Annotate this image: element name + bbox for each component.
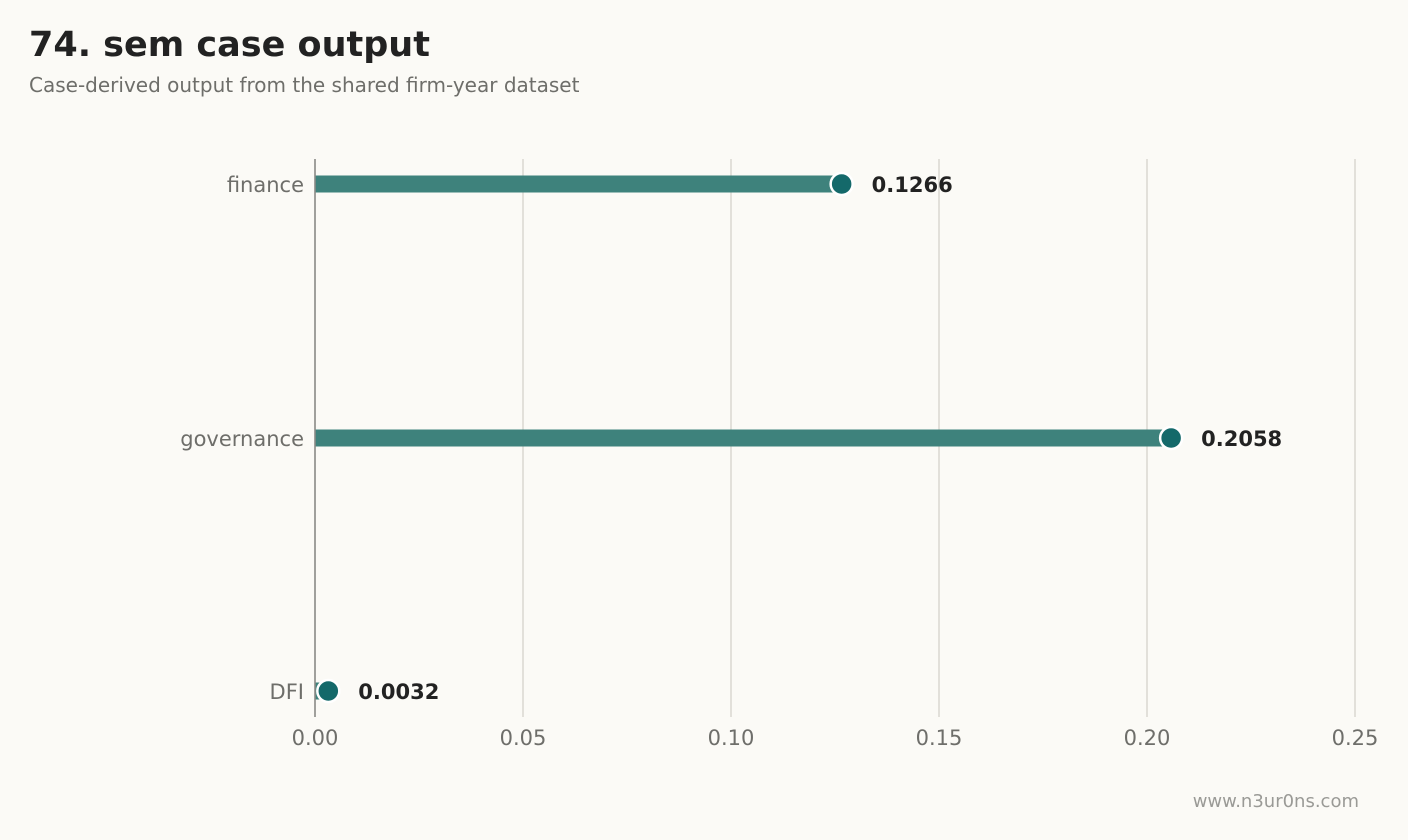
x-tick-label: 0.05	[500, 726, 547, 750]
category-label: finance	[227, 173, 304, 197]
x-tick-label: 0.15	[916, 726, 963, 750]
category-label: DFI	[270, 680, 304, 704]
labels: 0.00 0.05 0.10 0.15 0.20 0.25 finance 0.1266 gov…	[180, 173, 1378, 750]
x-tick-label: 0.20	[1124, 726, 1171, 750]
point-dfi	[316, 678, 341, 704]
x-tick-label: 0.25	[1332, 726, 1379, 750]
source-watermark: www.n3ur0ns.com	[1192, 791, 1359, 812]
value-label: 0.1266	[872, 173, 953, 197]
point-finance	[829, 171, 854, 197]
bars	[315, 171, 1184, 704]
chart-subtitle: Case-derived output from the shared firm…	[29, 73, 580, 97]
category-label: governance	[180, 427, 304, 451]
x-tick-label: 0.00	[292, 726, 339, 750]
value-label: 0.2058	[1201, 427, 1282, 451]
value-label: 0.0032	[358, 680, 439, 704]
chart-title: 74. sem case output	[29, 25, 430, 65]
point-governance	[1158, 425, 1184, 451]
x-tick-label: 0.10	[708, 726, 755, 750]
